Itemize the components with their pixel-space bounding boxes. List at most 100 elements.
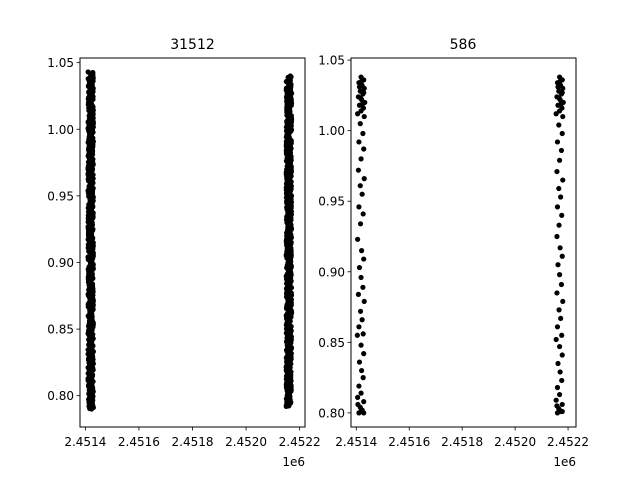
data-point [558, 315, 564, 321]
data-point [559, 352, 565, 358]
data-point [361, 351, 367, 357]
data-point [358, 248, 365, 254]
data-point [356, 84, 363, 90]
y-tick-label: 0.90 [47, 256, 74, 270]
x-tick-label: 2.4522 [547, 435, 589, 449]
y-tick-label: 1.05 [318, 54, 345, 68]
data-point [356, 139, 362, 145]
data-point [557, 78, 563, 84]
y-tick-label: 0.85 [318, 336, 345, 350]
data-point [558, 101, 564, 107]
data-point [556, 222, 562, 228]
x-tick-label: 2.4520 [225, 435, 267, 449]
data-point [360, 130, 366, 137]
data-point [358, 78, 365, 84]
data-point [355, 167, 362, 173]
data-point [554, 204, 561, 210]
data-point [553, 111, 559, 117]
data-point [559, 401, 565, 408]
data-point [361, 256, 367, 262]
chart-title-right: 586 [450, 37, 477, 53]
data-point [357, 221, 364, 227]
data-point [556, 407, 563, 413]
data-point [361, 113, 367, 120]
data-point [556, 95, 562, 101]
chart-panel-right: 586 2.4514 2.4516 2.4518 2.4520 2.4522 0.80 0.… [318, 37, 589, 469]
data-point [556, 157, 563, 163]
data-point [356, 204, 362, 210]
data-point [554, 290, 560, 296]
chart-panel-left: 31512 2.4514 2.4516 2.4518 2.4520 2.4522 0.80… [47, 37, 320, 469]
data-point [554, 168, 560, 175]
data-point [556, 343, 563, 350]
y-tick-label: 1.05 [47, 56, 74, 70]
data-point [357, 95, 364, 101]
data-point [357, 308, 364, 314]
x-tick-label: 2.4514 [335, 435, 377, 449]
data-point [559, 253, 565, 259]
data-point [358, 156, 364, 162]
y-tick-label: 0.85 [47, 323, 74, 337]
data-point [358, 108, 364, 114]
y-tick-label: 0.95 [318, 195, 345, 209]
data-point [560, 298, 566, 305]
data-point [358, 274, 364, 281]
data-point [358, 390, 364, 396]
data-point [354, 332, 360, 338]
data-point [556, 307, 562, 313]
data-point [560, 177, 566, 183]
x-tick-label: 2.4518 [172, 435, 214, 449]
plot-frame-left [79, 57, 306, 428]
data-point [355, 394, 361, 400]
data-point [557, 369, 563, 375]
data-point [361, 146, 367, 152]
data-point [559, 89, 565, 96]
x-offset-label-right: 1e6 [553, 455, 576, 469]
data-point [360, 331, 366, 337]
data-point [358, 367, 365, 374]
y-tick-label: 0.90 [318, 265, 345, 279]
data-point [560, 85, 566, 91]
y-tick-label: 0.95 [47, 189, 74, 203]
data-point [90, 69, 96, 76]
axis-ticks-left: 2.4514 2.4516 2.4518 2.4520 2.4522 0.80 0.85 0.… [47, 56, 320, 449]
data-point [557, 245, 563, 251]
axis-ticks-right: 2.4514 2.4516 2.4518 2.4520 2.4522 0.80 0.85 0.… [318, 54, 589, 449]
data-point [359, 191, 365, 197]
data-point [554, 324, 561, 330]
data-points-left [85, 69, 295, 412]
data-point [556, 391, 563, 398]
data-point [356, 264, 363, 271]
data-point [361, 85, 367, 91]
data-point [556, 272, 563, 278]
data-point [357, 183, 363, 189]
data-point [356, 324, 362, 330]
data-point [554, 233, 560, 240]
data-point [560, 113, 566, 120]
y-tick-label: 1.00 [47, 123, 74, 137]
data-point [358, 408, 364, 415]
x-tick-label: 2.4514 [64, 435, 106, 449]
data-point [555, 262, 561, 268]
x-tick-label: 2.4516 [388, 435, 430, 449]
x-tick-label: 2.4520 [494, 435, 536, 449]
y-tick-label: 0.80 [47, 389, 74, 403]
data-point [360, 211, 366, 217]
chart-title-left: 31512 [170, 37, 215, 53]
data-point [287, 73, 293, 79]
data-point [558, 281, 565, 288]
data-point [357, 121, 363, 127]
data-point [359, 317, 365, 323]
data-point [555, 360, 561, 367]
y-tick-label: 1.00 [318, 124, 345, 138]
data-point [355, 291, 362, 297]
data-point [360, 284, 366, 290]
data-point [358, 342, 364, 348]
data-point [559, 377, 565, 384]
x-tick-label: 2.4522 [279, 435, 321, 449]
data-point [361, 399, 367, 405]
y-tick-label: 0.80 [318, 406, 345, 420]
data-point [559, 130, 565, 137]
